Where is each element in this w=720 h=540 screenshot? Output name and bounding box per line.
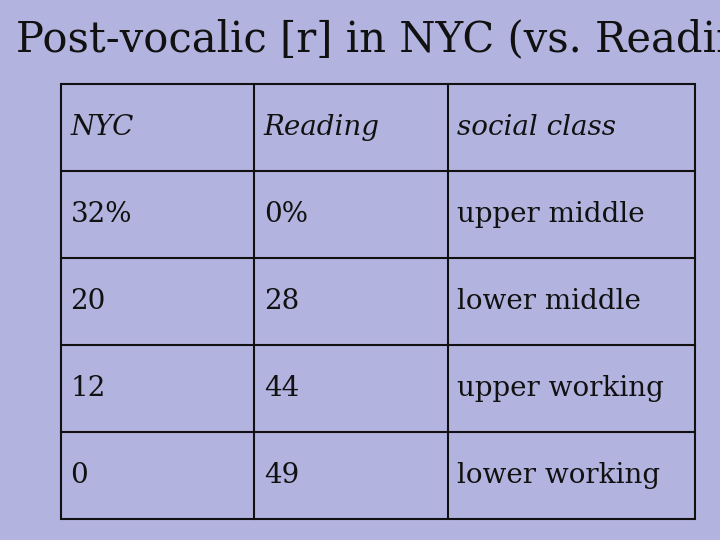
Text: 20: 20 [71,288,106,315]
Bar [61,84,695,519]
Text: lower middle: lower middle [457,288,641,315]
Text: 0: 0 [71,462,89,489]
Text: 28: 28 [264,288,299,315]
Text: 0%: 0% [264,201,308,228]
Text: 12: 12 [71,375,106,402]
Text: social class: social class [457,114,616,141]
Text: Post-vocalic [r] in NYC (vs. Reading): Post-vocalic [r] in NYC (vs. Reading) [16,19,720,62]
Text: 49: 49 [264,462,299,489]
Text: lower working: lower working [457,462,660,489]
Text: NYC: NYC [71,114,134,141]
Text: upper working: upper working [457,375,664,402]
Text: 32%: 32% [71,201,132,228]
Text: 44: 44 [264,375,299,402]
Text: Reading: Reading [264,114,380,141]
Text: upper middle: upper middle [457,201,644,228]
